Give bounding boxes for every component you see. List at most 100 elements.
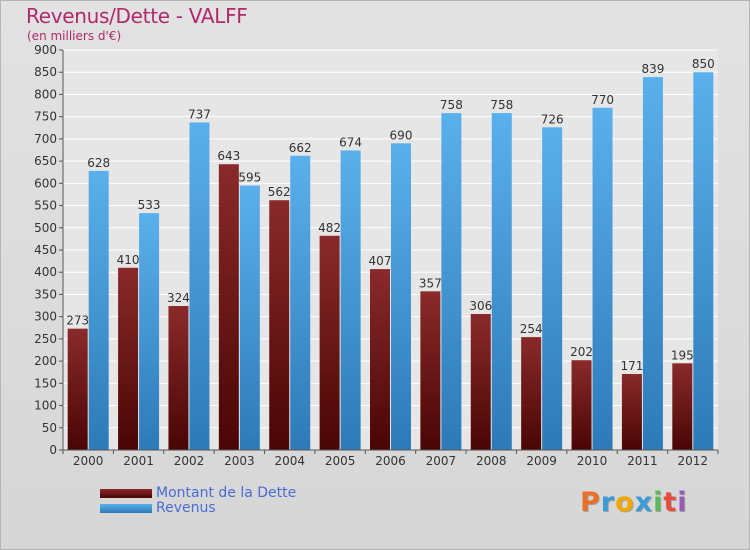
bar-revenue — [189, 122, 210, 450]
data-label-revenue: 726 — [541, 112, 564, 126]
data-label-revenue: 758 — [490, 98, 513, 112]
data-label-debt: 254 — [520, 322, 543, 336]
y-tick-label: 500 — [34, 221, 57, 235]
data-label-debt: 324 — [167, 291, 190, 305]
data-label-debt: 643 — [217, 149, 240, 163]
legend-swatch-debt — [100, 489, 152, 498]
bar-revenue — [441, 113, 462, 450]
bar-debt — [470, 314, 491, 450]
data-label-debt: 306 — [469, 299, 492, 313]
bars: 273 628 410 533 324 737 643 595 562 662 482 674 407 6… — [66, 57, 715, 451]
bar-debt — [118, 267, 139, 450]
data-label-debt: 171 — [620, 359, 643, 373]
data-label-revenue: 839 — [641, 62, 664, 76]
data-label-debt: 562 — [268, 185, 291, 199]
y-tick-label: 0 — [49, 443, 57, 457]
data-label-debt: 410 — [117, 253, 140, 267]
x-tick-label: 2011 — [627, 454, 658, 468]
x-tick-label: 2012 — [678, 454, 709, 468]
data-label-debt: 407 — [369, 254, 392, 268]
logo-letter: r — [600, 487, 616, 518]
bar-debt — [168, 306, 189, 450]
data-label-revenue: 690 — [390, 128, 413, 142]
y-tick-label: 150 — [34, 376, 57, 390]
y-tick-label: 750 — [34, 110, 57, 124]
y-tick-label: 200 — [34, 354, 57, 368]
logo-letter: i — [677, 487, 688, 518]
bar-debt — [319, 235, 340, 450]
data-label-debt: 357 — [419, 276, 442, 290]
y-tick-label: 700 — [34, 132, 57, 146]
y-tick-label: 600 — [34, 176, 57, 190]
bar-revenue — [88, 170, 109, 450]
y-tick-label: 100 — [34, 399, 57, 413]
bar-revenue — [693, 72, 714, 450]
y-tick-label: 350 — [34, 287, 57, 301]
data-label-revenue: 850 — [692, 57, 715, 71]
x-tick-label: 2004 — [274, 454, 305, 468]
legend-label-revenue: Revenus — [156, 500, 216, 516]
bar-debt — [269, 200, 290, 450]
x-tick-label: 2001 — [123, 454, 154, 468]
data-label-revenue: 758 — [440, 98, 463, 112]
bar-debt — [420, 291, 441, 450]
data-label-revenue: 628 — [87, 156, 110, 170]
legend-swatch-revenue — [100, 504, 152, 513]
y-tick-label: 550 — [34, 199, 57, 213]
bar-debt — [67, 328, 88, 450]
y-tick-label: 250 — [34, 332, 57, 346]
logo-letter: t — [663, 487, 678, 518]
legend-label-debt: Montant de la Dette — [156, 485, 297, 501]
bar-revenue — [290, 155, 311, 450]
data-label-revenue: 595 — [238, 171, 261, 185]
data-label-revenue: 737 — [188, 107, 211, 121]
bar-revenue — [592, 107, 613, 451]
y-axis: 0 50 100 150 200 250 300 350 400 450 500 550 600 650 7… — [34, 43, 64, 457]
data-label-debt: 195 — [671, 348, 694, 362]
bar-revenue — [642, 77, 663, 450]
x-axis: 2000 2001 2002 2003 2004 2005 2006 2007 2008 2009… — [62, 449, 719, 468]
bar-debt — [621, 374, 642, 450]
bar-debt — [521, 337, 542, 450]
data-label-debt: 482 — [318, 221, 341, 235]
bar-revenue — [542, 127, 563, 450]
proxiti-logo: Proxiti — [580, 487, 688, 518]
bar-revenue — [491, 113, 512, 450]
y-tick-label: 900 — [34, 43, 57, 57]
x-tick-label: 2010 — [577, 454, 608, 468]
data-label-revenue: 662 — [289, 141, 312, 155]
x-tick-label: 2003 — [224, 454, 255, 468]
bar-debt — [370, 269, 390, 450]
y-tick-label: 450 — [34, 243, 57, 257]
data-label-debt: 273 — [66, 314, 89, 328]
bar-debt — [218, 164, 239, 450]
y-tick-label: 300 — [34, 310, 57, 324]
x-tick-label: 2007 — [426, 454, 457, 468]
chart-title: Revenus/Dette - VALFF — [26, 4, 248, 28]
data-label-revenue: 533 — [138, 198, 161, 212]
logo-letter: o — [615, 487, 635, 518]
x-tick-label: 2005 — [325, 454, 356, 468]
bar-debt — [571, 360, 592, 450]
x-tick-label: 2009 — [526, 454, 557, 468]
chart-subtitle: (en milliers d'€) — [27, 29, 122, 43]
x-tick-label: 2008 — [476, 454, 507, 468]
y-tick-label: 850 — [34, 65, 57, 79]
y-tick-label: 650 — [34, 154, 57, 168]
data-label-revenue: 674 — [339, 135, 362, 149]
y-tick-label: 800 — [34, 87, 57, 101]
logo-letter: P — [580, 487, 601, 518]
logo-letter: x — [634, 487, 654, 518]
bar-debt — [672, 363, 693, 450]
y-tick-label: 400 — [34, 265, 57, 279]
bar-revenue — [340, 150, 361, 450]
bar-revenue — [391, 143, 411, 451]
x-tick-label: 2006 — [375, 454, 406, 468]
bar-revenue — [239, 185, 260, 451]
logo-letter: i — [653, 487, 664, 518]
data-label-revenue: 770 — [591, 93, 614, 107]
x-tick-label: 2000 — [73, 454, 104, 468]
y-tick-label: 50 — [42, 421, 57, 435]
x-tick-label: 2002 — [174, 454, 205, 468]
